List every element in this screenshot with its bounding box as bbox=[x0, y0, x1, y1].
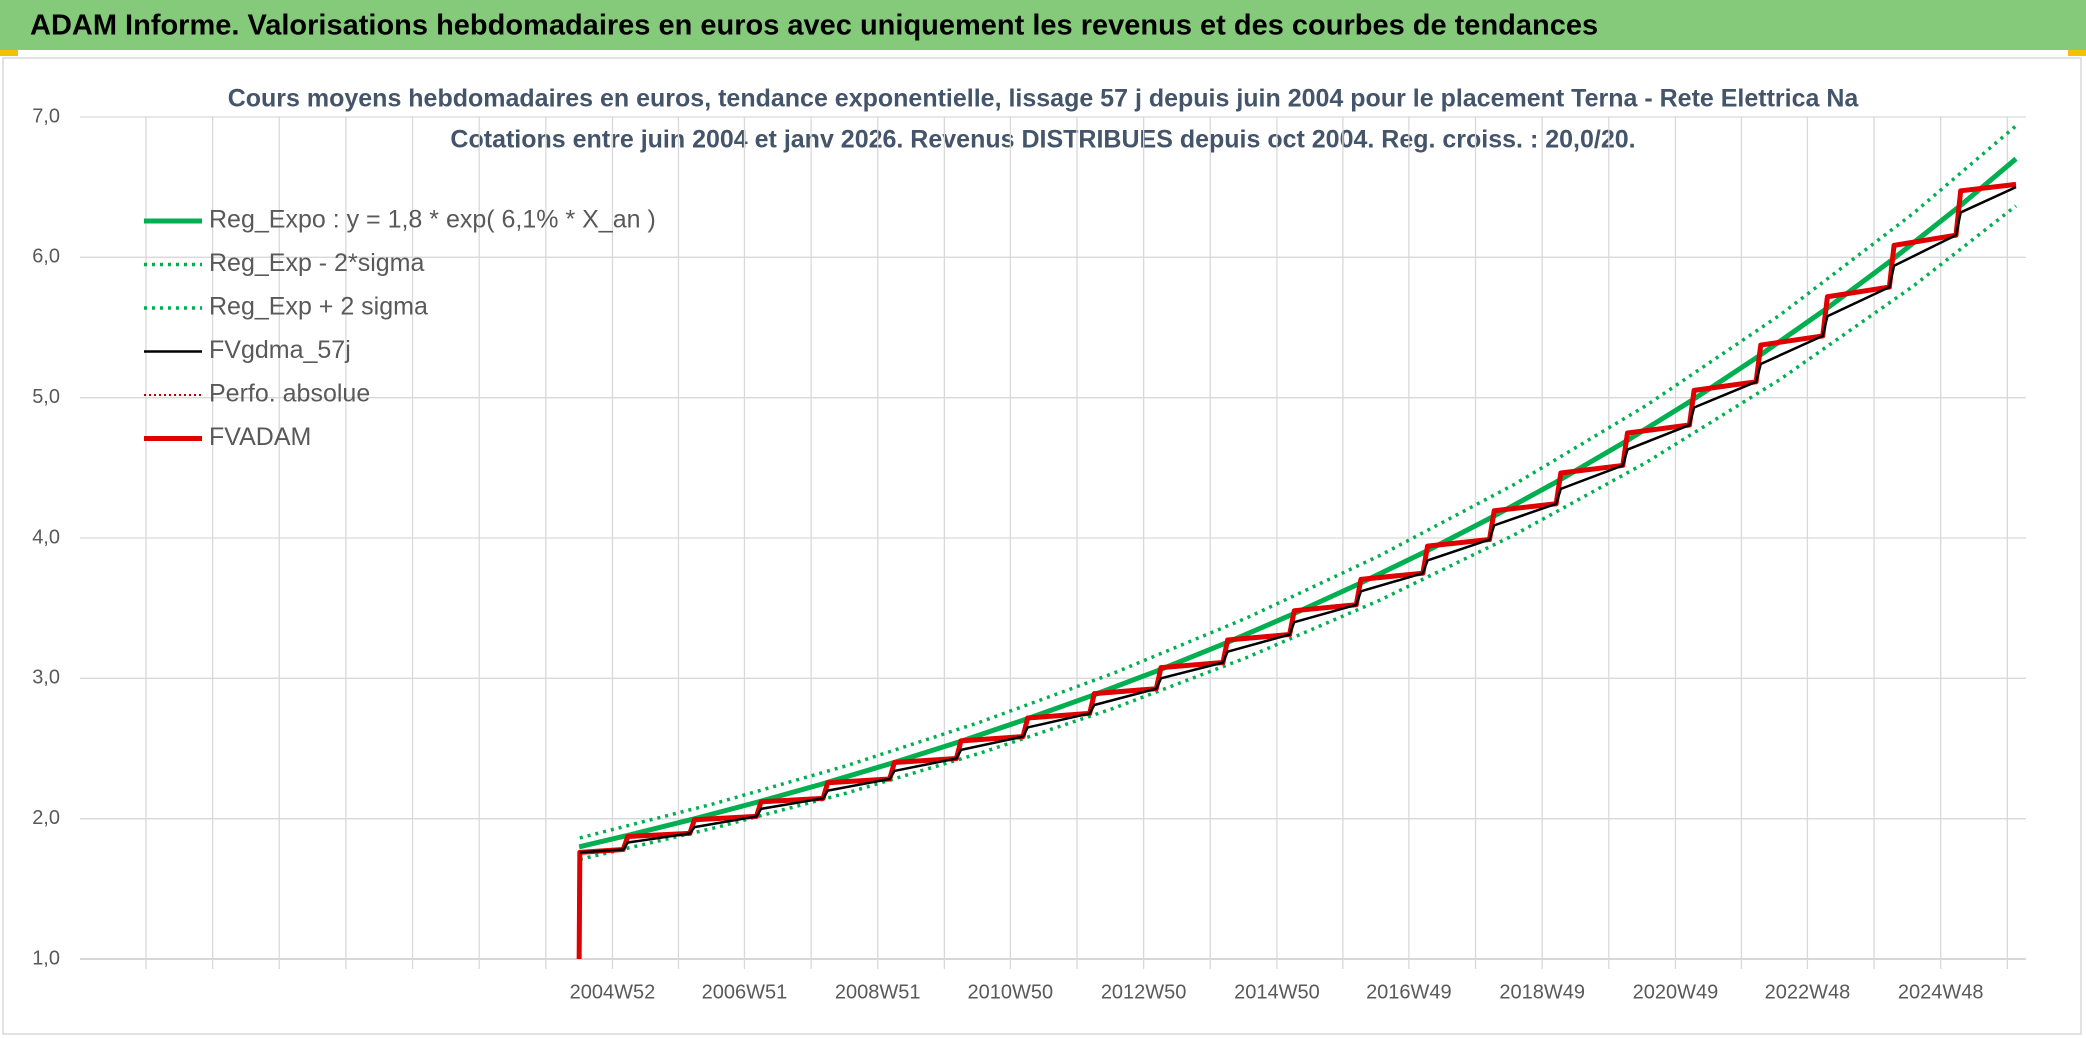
y-tick-label: 2,0 bbox=[32, 807, 60, 829]
chart-subtitle: Cotations entre juin 2004 et janv 2026. … bbox=[450, 126, 1635, 154]
x-tick-label: 2010W50 bbox=[968, 981, 1054, 1003]
legend-label: Reg_Exp - 2*sigma bbox=[209, 249, 424, 277]
x-tick-label: 2016W49 bbox=[1366, 981, 1452, 1003]
x-tick-label: 2006W51 bbox=[702, 981, 788, 1003]
legend-label: FVADAM bbox=[209, 423, 311, 451]
chart-title: Cours moyens hebdomadaires en euros, ten… bbox=[228, 85, 1860, 113]
corner-mark bbox=[0, 50, 18, 56]
series-line bbox=[579, 204, 2018, 862]
series-line bbox=[579, 186, 2017, 854]
y-tick-label: 4,0 bbox=[32, 526, 60, 548]
page-title: ADAM Informe. Valorisations hebdomadaire… bbox=[30, 10, 1598, 42]
legend-label: FVgdma_57j bbox=[209, 336, 351, 364]
x-tick-label: 2012W50 bbox=[1101, 981, 1187, 1003]
series-line bbox=[577, 156, 2018, 850]
header-bar bbox=[0, 0, 2086, 50]
x-tick-label: 2022W48 bbox=[1765, 981, 1851, 1003]
y-tick-label: 1,0 bbox=[32, 947, 60, 969]
legend-label: Perfo. absolue bbox=[209, 380, 370, 408]
x-tick-label: 2024W48 bbox=[1898, 981, 1984, 1003]
y-tick-label: 7,0 bbox=[32, 105, 60, 127]
x-tick-label: 2004W52 bbox=[570, 981, 656, 1003]
x-tick-label: 2008W51 bbox=[835, 981, 921, 1003]
legend-label: Reg_Exp + 2 sigma bbox=[209, 293, 428, 321]
y-tick-label: 6,0 bbox=[32, 246, 60, 268]
corner-mark bbox=[2068, 50, 2086, 56]
x-tick-label: 2020W49 bbox=[1633, 981, 1719, 1003]
series-line bbox=[579, 124, 2018, 840]
x-tick-label: 2014W50 bbox=[1234, 981, 1320, 1003]
chart-frame bbox=[2, 57, 2082, 1035]
x-tick-label: 2018W49 bbox=[1499, 981, 1585, 1003]
y-tick-label: 5,0 bbox=[32, 386, 60, 408]
legend-label: Reg_Expo : y = 1,8 * exp( 6,1% * X_an ) bbox=[209, 206, 656, 234]
y-tick-label: 3,0 bbox=[32, 667, 60, 689]
series-line bbox=[576, 181, 2017, 960]
